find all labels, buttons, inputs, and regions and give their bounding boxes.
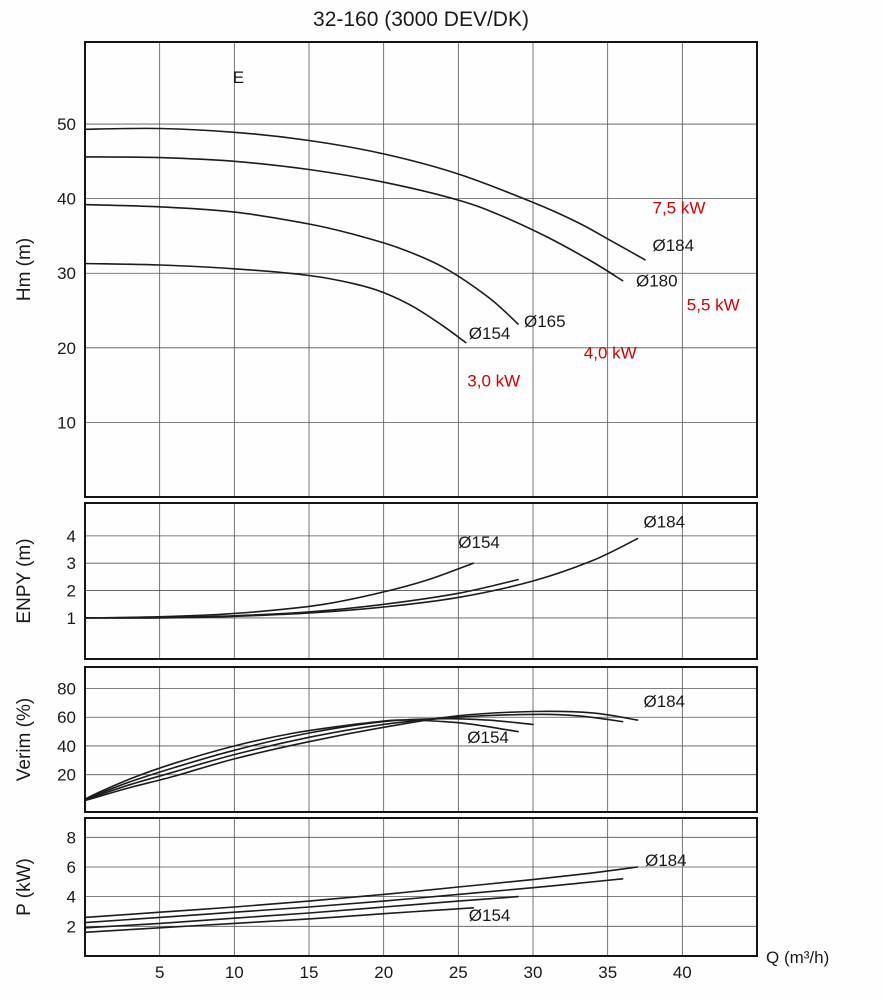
y-tick-label: 4 bbox=[67, 888, 76, 907]
chart-enpy-m: Ø154 Ø184 ENPY (m) 1 2 3 4 bbox=[14, 502, 758, 660]
curve-184 bbox=[84, 127, 646, 261]
y-axis-title-p-kw: P (kW) bbox=[14, 858, 35, 916]
curve-154 bbox=[84, 907, 475, 934]
x-tick-label: 25 bbox=[449, 963, 468, 982]
charts-group: Ø184 Ø180 Ø165 Ø154 7,5 kW 5,5 kW 4,0 kW 3,0 kW… bbox=[14, 41, 758, 982]
x-tick-label: 40 bbox=[673, 963, 692, 982]
curve-180 bbox=[84, 878, 624, 924]
chart-p-kw: Ø154 Ø184 P (kW) 2 4 6 8 5 10 15 20 25 30 35 40 bbox=[14, 817, 758, 982]
curve-154 bbox=[84, 262, 467, 344]
chart-hm-m: Ø184 Ø180 Ø165 Ø154 7,5 kW 5,5 kW 4,0 kW 3,0 kW… bbox=[14, 41, 758, 498]
curve-label-154: Ø154 bbox=[467, 728, 509, 747]
curve-label-184: Ø184 bbox=[645, 851, 687, 870]
y-tick-label: 20 bbox=[57, 339, 76, 358]
y-tick-label: 6 bbox=[67, 858, 76, 877]
y-axis-title-enpy-m: ENPY (m) bbox=[14, 538, 35, 623]
y-tick-label: 40 bbox=[57, 190, 76, 209]
y-tick-label: 40 bbox=[57, 737, 76, 756]
chart-title: 32-160 (3000 DEV/DK) bbox=[313, 8, 529, 31]
y-tick-label: 3 bbox=[67, 554, 76, 573]
y-tick-label: 80 bbox=[57, 680, 76, 699]
plot-frame bbox=[84, 817, 758, 957]
y-tick-label: 1 bbox=[67, 609, 76, 628]
curve-165 bbox=[84, 895, 519, 929]
x-tick-label: 5 bbox=[155, 963, 164, 982]
plot-frame bbox=[84, 502, 758, 660]
curve-184 bbox=[84, 537, 639, 619]
x-tick-label: 20 bbox=[374, 963, 393, 982]
curve-165 bbox=[84, 203, 519, 325]
curve-label-184: Ø184 bbox=[644, 513, 686, 532]
y-tick-label: 10 bbox=[57, 413, 76, 432]
y-tick-label: 60 bbox=[57, 708, 76, 727]
curve-165 bbox=[84, 717, 534, 800]
annotation-7-5-kw: 7,5 kW bbox=[653, 199, 706, 218]
curve-184 bbox=[84, 710, 639, 802]
annotation-e: E bbox=[233, 68, 244, 87]
curve-label-180: Ø180 bbox=[636, 272, 678, 291]
curve-label-184: Ø184 bbox=[644, 692, 686, 711]
curve-label-154: Ø154 bbox=[458, 533, 500, 552]
annotation-5-5-kw: 5,5 kW bbox=[687, 296, 740, 315]
y-tick-label: 8 bbox=[67, 828, 76, 847]
annotation-3-0-kw: 3,0 kW bbox=[467, 372, 520, 391]
curve-label-154: Ø154 bbox=[469, 906, 511, 925]
curve-184 bbox=[84, 866, 639, 919]
annotation-4-0-kw: 4,0 kW bbox=[584, 343, 637, 362]
plot-frame bbox=[84, 666, 758, 813]
y-tick-label: 30 bbox=[57, 264, 76, 283]
curve-label-165: Ø165 bbox=[524, 312, 566, 331]
y-tick-label: 4 bbox=[67, 527, 76, 546]
x-tick-label: 10 bbox=[225, 963, 244, 982]
x-tick-label: 15 bbox=[300, 963, 319, 982]
y-axis-title-hm-m: Hm (m) bbox=[14, 238, 35, 301]
x-axis-label: Q (m³/h) bbox=[766, 948, 829, 967]
curve-180 bbox=[84, 713, 624, 802]
curve-label-184: Ø184 bbox=[653, 236, 695, 255]
y-tick-label: 50 bbox=[57, 115, 76, 134]
x-tick-label: 30 bbox=[524, 963, 543, 982]
curve-label-154: Ø154 bbox=[469, 324, 511, 343]
chart-verim: Ø154 Ø184 Verim (%) 20 40 60 80 bbox=[14, 666, 758, 813]
y-tick-label: 2 bbox=[67, 917, 76, 936]
x-tick-label: 35 bbox=[598, 963, 617, 982]
y-axis-title-verim: Verim (%) bbox=[14, 698, 35, 781]
curve-154 bbox=[84, 719, 519, 800]
y-tick-label: 20 bbox=[57, 766, 76, 785]
plot-frame bbox=[84, 41, 758, 498]
y-tick-label: 2 bbox=[67, 582, 76, 601]
curve-180 bbox=[84, 156, 624, 282]
